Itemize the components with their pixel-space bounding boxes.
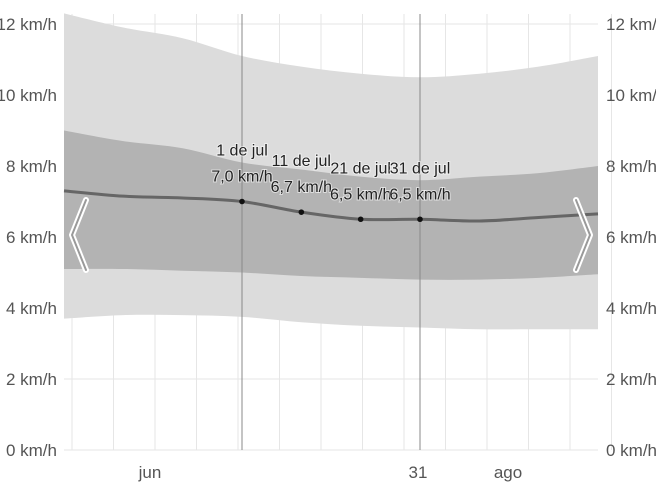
annotation-date: 1 de jul — [216, 143, 268, 160]
annotation-point — [357, 216, 364, 223]
annotation-point — [239, 198, 245, 205]
chevron-right-icon[interactable] — [573, 197, 593, 273]
y-tick-label: 12 km/h — [606, 15, 656, 34]
annotation-date: 11 de jul — [272, 153, 331, 170]
y-tick-label: 0 km/h — [606, 441, 656, 460]
y-tick-label: 12 km/h — [0, 15, 57, 34]
y-tick-label: 6 km/h — [6, 228, 57, 247]
chevron-left-icon[interactable] — [69, 197, 89, 273]
y-tick-label: 10 km/h — [0, 86, 57, 105]
annotation-markers — [239, 198, 423, 223]
annotation-date: 31 de jul — [390, 160, 451, 177]
y-tick-label: 2 km/h — [6, 370, 57, 389]
y-tick-label: 4 km/h — [6, 299, 57, 318]
bands — [64, 13, 598, 330]
y-tick-label: 8 km/h — [606, 157, 656, 176]
annotation-value: 6,7 km/h — [271, 179, 332, 196]
x-tick-label: jun — [138, 463, 162, 482]
y-tick-label: 0 km/h — [6, 441, 57, 460]
y-tick-label: 4 km/h — [606, 299, 656, 318]
annotation-date: 21 de jul — [330, 160, 391, 177]
annotation-value: 6,5 km/h — [389, 186, 450, 203]
x-tick-label: ago — [494, 463, 522, 482]
y-tick-label: 10 km/h — [606, 86, 656, 105]
annotation-value: 6,5 km/h — [330, 186, 391, 203]
annotation-lines — [241, 14, 421, 450]
mean-line — [63, 189, 599, 223]
y-tick-label: 2 km/h — [606, 370, 656, 389]
x-axis: jun 31 ago — [138, 463, 523, 482]
annotation-value: 7,0 km/h — [211, 169, 272, 186]
inner-band — [64, 130, 598, 280]
y-axis-right: 0 km/h 2 km/h 4 km/h 6 km/h 8 km/h 10 km/h 12 … — [606, 15, 656, 460]
annotation-point — [417, 216, 423, 223]
annotation-point — [298, 209, 305, 215]
x-tick-label: 31 — [409, 463, 428, 482]
y-tick-label: 6 km/h — [606, 228, 656, 247]
mean-line-path — [63, 189, 599, 223]
y-tick-label: 8 km/h — [6, 157, 57, 176]
annotation-labels: 1 de jul 7,0 km/h11 de jul 6,7 km/h 21 de j… — [210, 142, 451, 205]
y-axis-left: 0 km/h 2 km/h 4 km/h 6 km/h 8 km/h 10 km/h 12 … — [0, 15, 57, 460]
